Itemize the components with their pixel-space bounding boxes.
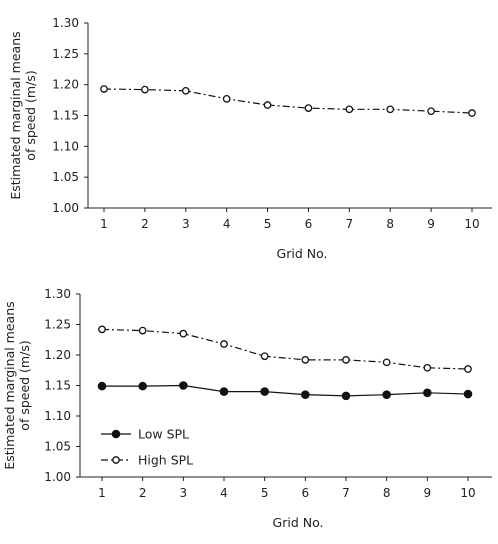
data-point — [301, 356, 310, 364]
y-tick-label: 1.05 — [44, 440, 71, 454]
data-point — [220, 340, 228, 348]
x-axis-title: Grid No. — [277, 246, 328, 261]
series-low-spl — [97, 381, 473, 401]
y-axis-title-line-1: Estimated marginal means — [8, 31, 23, 199]
data-point — [382, 390, 391, 399]
y-tick-label: 1.30 — [52, 16, 79, 30]
legend-marker — [112, 456, 120, 464]
legend-label: Low SPL — [138, 427, 189, 442]
data-point — [463, 389, 473, 399]
y-tick-label: 1.15 — [44, 379, 71, 393]
data-point — [427, 107, 435, 116]
series-1 — [100, 85, 476, 117]
y-tick-label: 1.05 — [52, 170, 79, 184]
x-tick-label: 2 — [141, 217, 149, 231]
x-tick-label: 8 — [386, 217, 394, 231]
series-line — [101, 328, 469, 370]
y-tick-label: 1.10 — [44, 409, 71, 423]
data-point — [260, 352, 269, 361]
x-tick-label: 5 — [264, 217, 272, 231]
data-point — [301, 390, 310, 399]
y-tick-label: 1.10 — [52, 139, 79, 153]
x-tick-label: 10 — [464, 217, 479, 231]
data-point — [222, 95, 231, 103]
x-tick-label: 4 — [220, 486, 228, 500]
y-tick-label: 1.20 — [52, 78, 79, 92]
y-tick-label: 1.00 — [44, 470, 71, 484]
x-tick-label: 9 — [424, 486, 432, 500]
data-point — [382, 358, 391, 367]
data-point — [260, 387, 269, 396]
x-tick-label: 10 — [460, 486, 475, 500]
y-tick-label: 1.25 — [52, 47, 79, 61]
data-point — [179, 329, 188, 338]
y-tick-label: 1.15 — [52, 109, 79, 123]
y-tick-label: 1.25 — [44, 318, 71, 332]
x-tick-label: 2 — [139, 486, 147, 500]
x-axis-title: Grid No. — [273, 515, 324, 530]
data-point — [219, 387, 229, 396]
data-point — [181, 86, 190, 95]
data-point — [464, 365, 472, 373]
legend-label: High SPL — [138, 453, 193, 468]
data-point — [138, 326, 147, 335]
x-tick-label: 7 — [346, 217, 354, 231]
data-point — [98, 325, 106, 334]
data-point — [468, 109, 476, 117]
x-tick-label: 8 — [383, 486, 391, 500]
y-tick-label: 1.30 — [44, 287, 71, 301]
data-point — [141, 85, 149, 94]
x-tick-label: 4 — [223, 217, 231, 231]
data-point — [304, 104, 313, 112]
data-point — [138, 381, 147, 391]
data-point — [345, 105, 354, 114]
data-point — [100, 85, 108, 93]
legend: Low SPL High SPL — [101, 427, 193, 468]
data-point — [341, 391, 351, 401]
data-point — [263, 101, 272, 109]
y-tick-label: 1.20 — [44, 348, 71, 362]
y-tick-label: 1.00 — [52, 201, 79, 215]
chart-panel-1: 1.00 1.05 1.10 1.15 1.20 1.25 1.30 1 2 3 4 5 6 7 8 9 10 G… — [8, 16, 492, 261]
x-tick-label: 6 — [302, 486, 310, 500]
x-tick-label: 7 — [342, 486, 350, 500]
x-tick-label: 6 — [305, 217, 313, 231]
y-axis-title-line-2: of speed (m/s) — [23, 70, 38, 160]
data-point — [423, 388, 432, 398]
x-tick-label: 1 — [100, 217, 108, 231]
x-tick-label: 3 — [180, 486, 188, 500]
series-line — [102, 384, 469, 397]
data-point — [386, 105, 395, 114]
y-axis-title-line-1: Estimated marginal means — [2, 301, 17, 469]
chart-panel-2: 1.00 1.05 1.10 1.15 1.20 1.25 1.30 1 2 3 4 5 6 7 8 9 10 G… — [2, 287, 492, 530]
data-point — [423, 363, 432, 372]
x-tick-label: 5 — [261, 486, 269, 500]
series-line — [103, 88, 473, 114]
data-point — [342, 356, 350, 364]
x-tick-label: 1 — [98, 486, 106, 500]
data-point — [179, 381, 188, 390]
y-axis-title-line-2: of speed (m/s) — [17, 340, 32, 430]
x-tick-label: 9 — [427, 217, 435, 231]
x-tick-label: 3 — [182, 217, 190, 231]
data-point — [97, 381, 107, 391]
series-high-spl — [98, 325, 472, 373]
legend-marker — [111, 429, 121, 439]
